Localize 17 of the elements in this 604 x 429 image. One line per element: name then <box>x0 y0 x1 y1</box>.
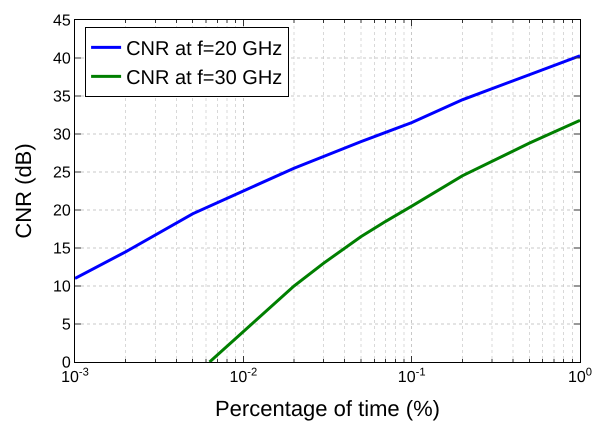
y-tick-label: 25 <box>53 164 71 182</box>
legend-label: CNR at f=20 GHz <box>126 38 282 60</box>
y-tick-label: 5 <box>62 316 71 334</box>
legend-label: CNR at f=30 GHz <box>126 67 282 90</box>
x-axis-title: Percentage of time (%) <box>215 396 440 422</box>
y-tick-label: 20 <box>53 202 71 220</box>
y-tick-label: 0 <box>62 354 71 372</box>
y-axis-title: CNR (dB) <box>10 143 36 239</box>
x-tick-label: 10$^{0}$ <box>568 366 592 386</box>
y-tick-label: 30 <box>53 126 71 144</box>
y-tick-label: 10 <box>53 278 71 296</box>
y-tick-label: 45 <box>53 12 71 30</box>
y-tick-label: 15 <box>53 240 71 258</box>
x-tick-label: 10$^{-2}$ <box>229 366 258 386</box>
y-tick-label: 35 <box>53 88 71 106</box>
x-tick-label: 10$^{-1}$ <box>398 366 426 386</box>
y-tick-label: 40 <box>53 50 71 68</box>
